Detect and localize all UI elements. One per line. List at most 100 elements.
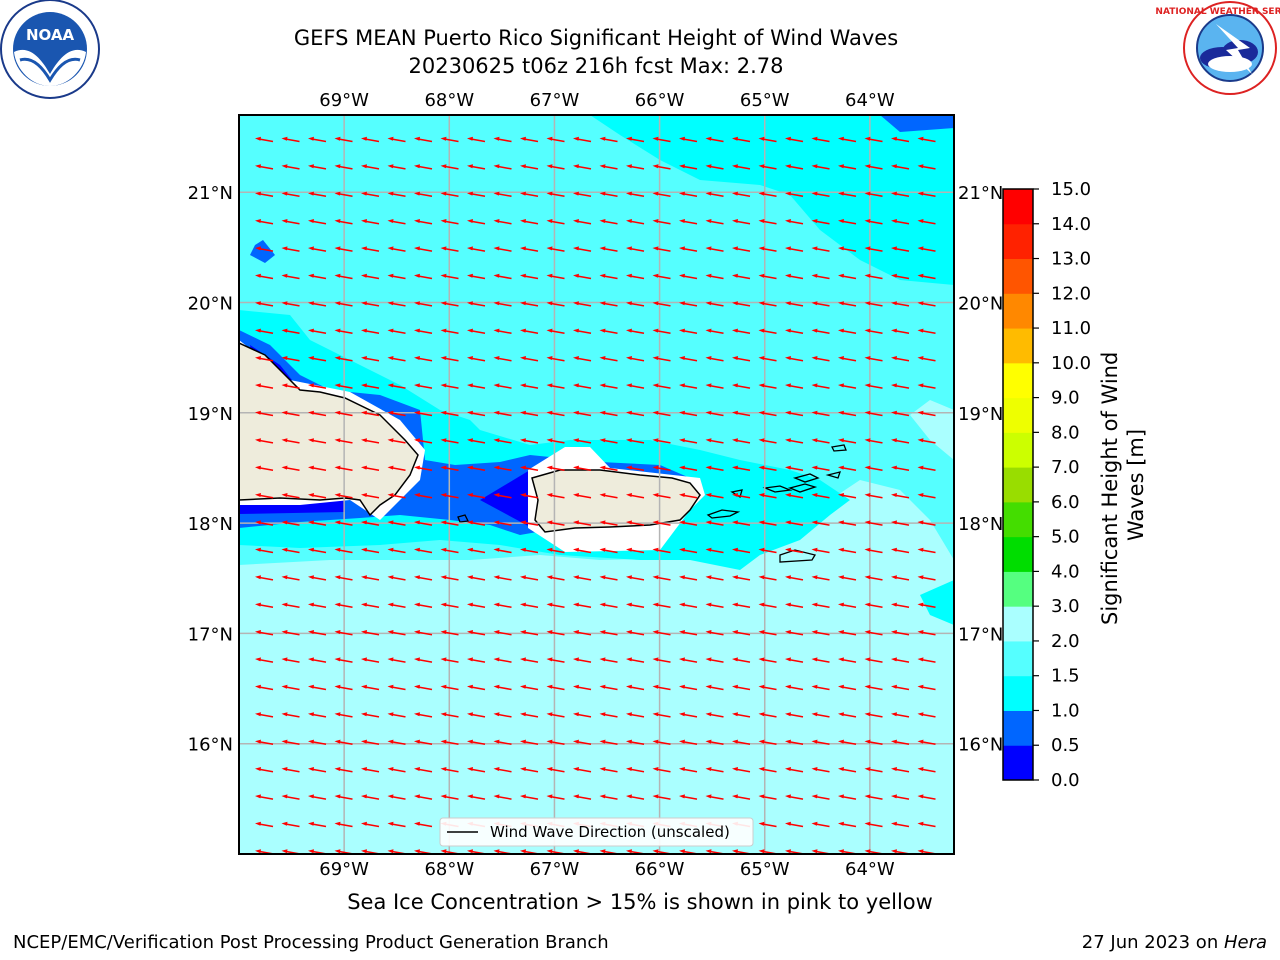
wind-wave-arrow [811, 794, 830, 800]
wind-wave-arrow [917, 547, 936, 554]
wind-wave-arrow [255, 328, 274, 335]
wind-wave-arrow [599, 273, 618, 280]
wind-wave-arrow [573, 164, 592, 170]
wind-wave-arrow [546, 602, 565, 609]
wind-wave-arrow [891, 246, 910, 252]
wind-wave-arrow [599, 794, 618, 800]
wind-wave-arrow [785, 493, 804, 499]
wind-wave-arrow [785, 164, 804, 170]
wind-wave-arrow [626, 684, 645, 691]
wind-wave-arrow [891, 356, 910, 362]
wind-wave-arrow [414, 630, 433, 636]
wind-wave-arrow [387, 712, 406, 718]
wind-wave-arrow [599, 520, 618, 526]
wind-wave-arrow [361, 493, 380, 499]
wind-wave-arrow [308, 301, 327, 307]
wind-wave-arrow [387, 493, 406, 499]
wind-wave-arrow [626, 219, 645, 225]
wind-wave-arrow [652, 191, 671, 198]
wind-wave-arrow [520, 301, 539, 307]
wind-wave-arrow [864, 273, 883, 280]
wind-wave-arrow [308, 465, 327, 472]
wind-wave-arrow [308, 219, 327, 225]
wind-wave-arrow [546, 383, 565, 389]
wind-wave-arrow [891, 410, 910, 417]
wind-wave-arrow [467, 794, 486, 800]
wind-wave-arrow [308, 821, 327, 828]
wind-wave-arrow [864, 520, 883, 526]
wind-wave-arrow [546, 712, 565, 718]
colorbar-segment [1003, 432, 1033, 468]
wind-wave-arrow [414, 739, 433, 746]
wind-wave-arrow [414, 438, 433, 444]
wind-wave-arrow [758, 136, 777, 143]
wind-wave-arrow [440, 630, 459, 636]
wind-wave-arrow [679, 794, 698, 800]
wind-wave-arrow [864, 328, 883, 335]
wind-wave-arrow [679, 301, 698, 307]
wind-wave-arrow [573, 520, 592, 526]
wind-wave-arrow [626, 136, 645, 143]
wind-wave-arrow [361, 602, 380, 609]
wind-wave-arrow [811, 438, 830, 444]
wind-wave-arrow [573, 356, 592, 362]
wind-wave-arrow [864, 739, 883, 746]
wind-wave-arrow [679, 356, 698, 362]
wind-wave-arrow [440, 246, 459, 252]
wind-wave-arrow [758, 328, 777, 335]
colorbar-segment [1003, 258, 1033, 294]
wind-wave-arrow [679, 630, 698, 636]
colorbar-segment [1003, 223, 1033, 260]
wind-wave-arrow [493, 356, 512, 362]
wind-wave-arrow [573, 246, 592, 252]
wind-wave-arrow [626, 630, 645, 636]
wind-wave-arrow [334, 219, 353, 225]
wind-wave-arrow [917, 246, 936, 252]
wind-wave-arrow [785, 191, 804, 198]
wind-wave-arrow [387, 273, 406, 280]
wind-wave-arrow [308, 328, 327, 335]
wind-wave-arrow [467, 657, 486, 663]
wind-wave-arrow [732, 465, 751, 472]
wind-wave-arrow [573, 301, 592, 307]
wind-wave-arrow [361, 219, 380, 225]
wind-wave-arrow [520, 219, 539, 225]
wind-wave-arrow [838, 219, 857, 225]
lon-tick-bottom: 66°W [635, 859, 685, 880]
wind-wave-arrow [864, 356, 883, 362]
wind-wave-arrow [785, 657, 804, 663]
wind-wave-arrow [467, 438, 486, 444]
wind-wave-arrow [679, 493, 698, 499]
wind-wave-arrow [520, 739, 539, 746]
wind-wave-arrow [652, 712, 671, 718]
wind-wave-arrow [334, 191, 353, 198]
wind-wave-arrow [917, 520, 936, 526]
wind-wave-arrow [917, 465, 936, 472]
wind-wave-arrow [414, 602, 433, 609]
wind-wave-arrow [732, 520, 751, 526]
wind-wave-arrow [652, 739, 671, 746]
wind-wave-arrow [732, 301, 751, 307]
wind-wave-arrow [334, 547, 353, 554]
wind-wave-arrow [255, 739, 274, 746]
wind-wave-arrow [255, 273, 274, 280]
wind-wave-arrow [493, 493, 512, 499]
wind-wave-arrow [493, 794, 512, 800]
wind-wave-arrow [440, 575, 459, 581]
wind-wave-arrow [414, 767, 433, 773]
wind-wave-arrow [546, 575, 565, 581]
wind-wave-arrow [520, 493, 539, 499]
wind-wave-arrow [652, 657, 671, 663]
wind-wave-arrow [493, 767, 512, 773]
wind-wave-arrow [811, 465, 830, 472]
wind-wave-arrow [917, 191, 936, 198]
wind-wave-arrow [520, 630, 539, 636]
wind-wave-arrow [387, 821, 406, 828]
wind-wave-arrow [732, 575, 751, 581]
wind-wave-arrow [334, 410, 353, 417]
wind-wave-arrow [838, 630, 857, 636]
wind-wave-arrow [308, 383, 327, 389]
wind-wave-arrow [599, 410, 618, 417]
wind-wave-arrow [626, 712, 645, 718]
wind-wave-arrow [493, 191, 512, 198]
